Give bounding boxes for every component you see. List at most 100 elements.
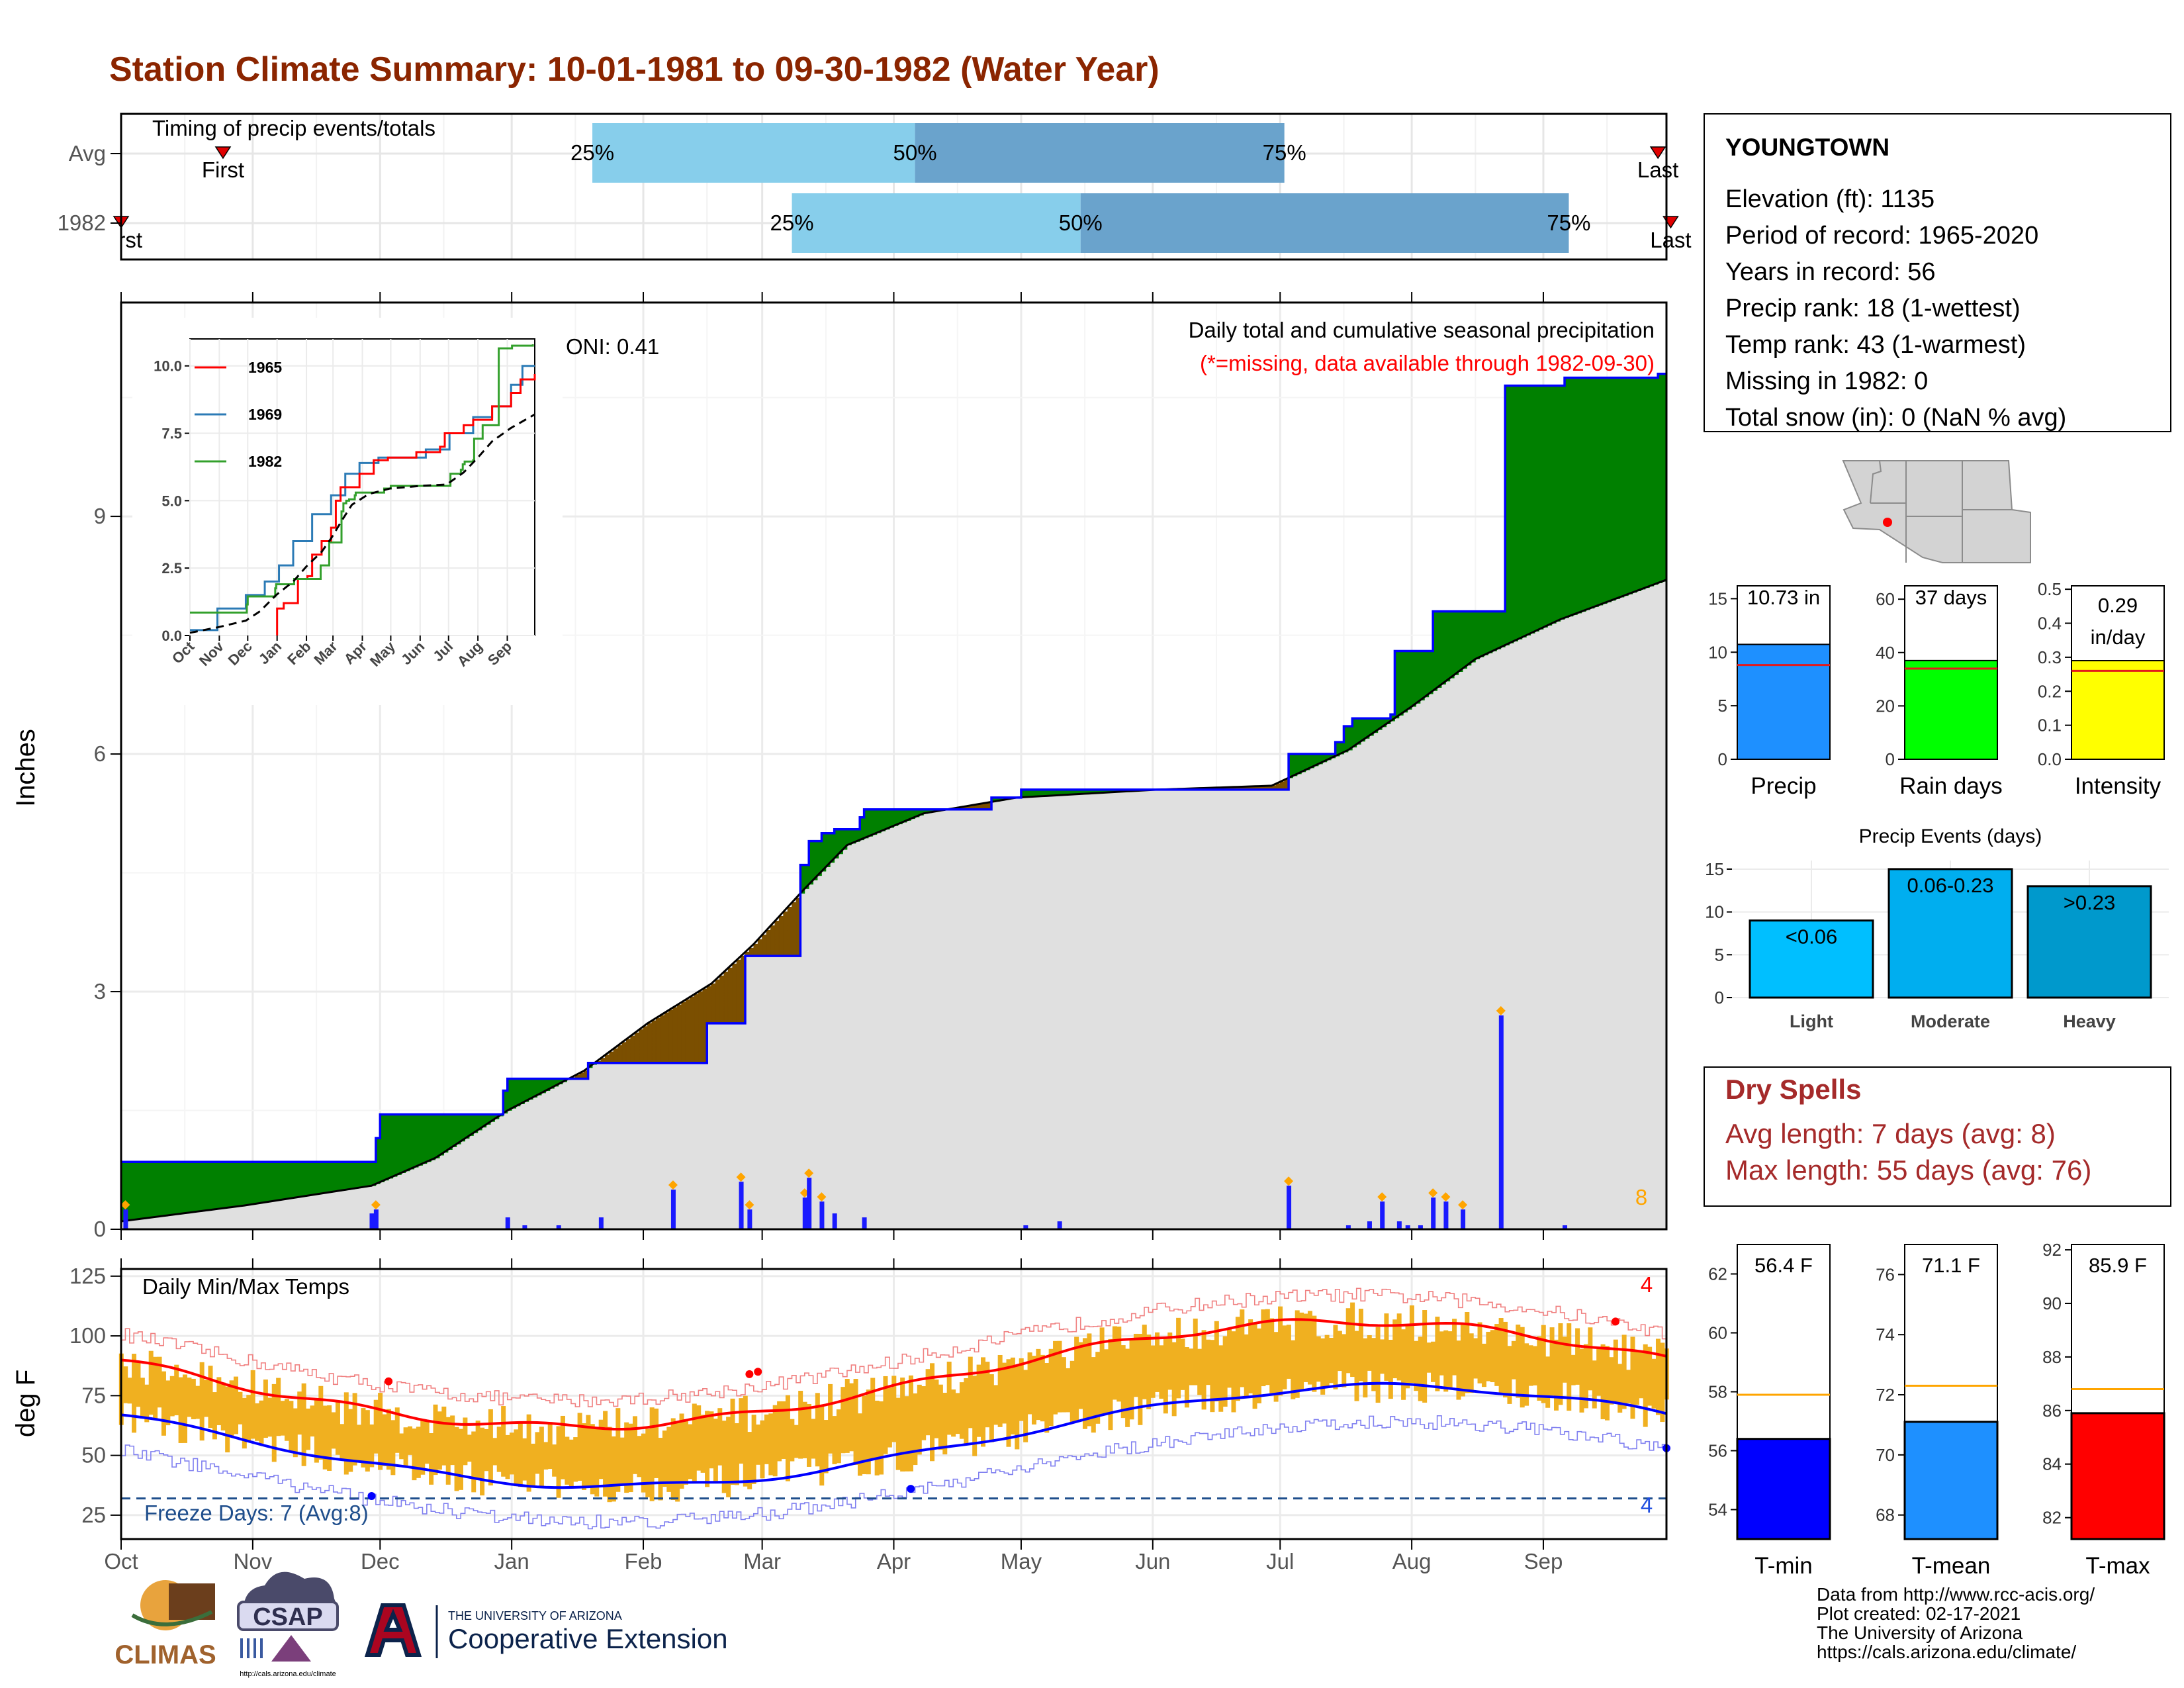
month-tick-label: Jun bbox=[1135, 1549, 1170, 1573]
intensity-summary-ytick-label: 0.4 bbox=[2038, 614, 2062, 633]
inset-line-1965 bbox=[276, 373, 536, 635]
intensity-summary-ytick-label: 0.0 bbox=[2038, 749, 2062, 769]
precip-event-marker bbox=[120, 1200, 130, 1210]
daily-temp-bar bbox=[611, 1436, 616, 1502]
daily-temp-bar bbox=[1443, 1330, 1449, 1392]
daily-temp-bar bbox=[195, 1385, 201, 1419]
precip-event-marker bbox=[1377, 1192, 1387, 1202]
daily-temp-bar bbox=[199, 1362, 205, 1441]
daily-temp-bar bbox=[220, 1382, 226, 1430]
tmax-summary-ytick-label: 92 bbox=[2042, 1240, 2062, 1260]
daily-temp-bar bbox=[1520, 1327, 1525, 1408]
daily-temp-bar bbox=[819, 1405, 825, 1486]
daily-temp-bar bbox=[306, 1408, 311, 1450]
month-tick-label: Apr bbox=[877, 1549, 911, 1573]
daily-temp-bar bbox=[1291, 1340, 1296, 1399]
timing-avg-p25-p50-bar bbox=[592, 123, 915, 183]
record-high-marker bbox=[745, 1370, 754, 1378]
daily-temp-bar bbox=[870, 1378, 876, 1460]
event-category-label: Moderate bbox=[1911, 1011, 1990, 1031]
daily-temp-bar bbox=[895, 1397, 901, 1470]
timing-avg-first-label: First bbox=[202, 158, 244, 182]
cold-days-count: 4 bbox=[1641, 1493, 1653, 1517]
tmean-summary-bar bbox=[1903, 1421, 1999, 1540]
credit-university: The University of Arizona bbox=[1817, 1622, 2023, 1643]
daily-temp-bar bbox=[666, 1427, 672, 1492]
daily-temp-bar bbox=[1473, 1338, 1479, 1379]
precip-event-marker bbox=[745, 1200, 754, 1210]
daily-temp-bar bbox=[1210, 1340, 1215, 1413]
daily-temp-bar bbox=[925, 1369, 931, 1436]
daily-temp-bar bbox=[913, 1393, 918, 1466]
precip-event-marker bbox=[1496, 1006, 1506, 1015]
daily-temp-bar bbox=[811, 1419, 816, 1459]
daily-temp-bar bbox=[255, 1403, 260, 1441]
timing-year-p50-p75-bar bbox=[1080, 193, 1569, 253]
daily-temp-bar bbox=[429, 1433, 434, 1485]
daily-temp-bar bbox=[1193, 1318, 1198, 1385]
credit-url: https://cals.arizona.edu/climate/ bbox=[1817, 1642, 2076, 1662]
climas-logo-text: CLIMAS bbox=[114, 1640, 216, 1669]
daily-temp-bar bbox=[1218, 1345, 1224, 1412]
daily-temp-bar bbox=[760, 1420, 765, 1479]
daily-temp-bar bbox=[683, 1420, 688, 1485]
tmin-summary-ytick-label: 56 bbox=[1708, 1441, 1727, 1461]
daily-temp-bar bbox=[573, 1437, 578, 1482]
daily-temp-bar bbox=[424, 1420, 430, 1464]
daily-temp-bar bbox=[985, 1362, 990, 1428]
daily-temp-bar bbox=[289, 1401, 294, 1452]
daily-temp-bar bbox=[496, 1427, 502, 1472]
daily-temp-bar bbox=[250, 1370, 255, 1439]
daily-temp-bar bbox=[1447, 1331, 1453, 1389]
record-low-marker bbox=[367, 1492, 376, 1501]
daily-precip-bar bbox=[862, 1217, 867, 1229]
temp-ytick-label: 125 bbox=[69, 1264, 106, 1288]
daily-temp-bar bbox=[123, 1366, 128, 1403]
daily-temp-bar bbox=[1524, 1343, 1529, 1406]
daily-temp-bar bbox=[187, 1378, 192, 1417]
daily-temp-bar bbox=[1430, 1341, 1435, 1382]
daily-temp-bar bbox=[700, 1415, 705, 1473]
daily-temp-bar bbox=[857, 1413, 862, 1476]
daily-temp-bar bbox=[1087, 1333, 1092, 1427]
daily-temp-bar bbox=[229, 1380, 234, 1437]
daily-precip-bar bbox=[1287, 1186, 1292, 1229]
daily-temp-bar bbox=[670, 1418, 676, 1501]
daily-temp-bar bbox=[1019, 1358, 1024, 1421]
timing-avg-p50-label: 50% bbox=[893, 140, 937, 165]
daily-temp-bar bbox=[1295, 1310, 1300, 1398]
daily-temp-bar bbox=[726, 1417, 731, 1497]
daily-temp-bar bbox=[408, 1426, 413, 1455]
daily-temp-bar bbox=[594, 1429, 600, 1497]
daily-temp-bar bbox=[951, 1389, 956, 1437]
daily-temp-bar bbox=[1342, 1334, 1347, 1387]
timing-avg-p50-p75-bar bbox=[915, 123, 1285, 183]
credits: Data from http://www.rcc-acis.org/ Plot … bbox=[1817, 1584, 2095, 1662]
daily-temp-bar bbox=[539, 1427, 544, 1487]
daily-temp-bar bbox=[1345, 1308, 1351, 1374]
daily-temp-bar bbox=[879, 1401, 884, 1475]
tmean-summary-ytick-label: 74 bbox=[1876, 1325, 1895, 1344]
daily-temp-bar bbox=[1528, 1345, 1533, 1386]
daily-precip-bar bbox=[505, 1217, 510, 1229]
daily-temp-bar bbox=[1363, 1338, 1368, 1398]
tmin-summary-label: T-min bbox=[1754, 1553, 1813, 1579]
daily-temp-bar bbox=[654, 1408, 659, 1478]
credit-data-source: Data from http://www.rcc-acis.org/ bbox=[1817, 1584, 2095, 1605]
daily-temp-bar bbox=[590, 1424, 595, 1495]
daily-temp-bar bbox=[560, 1415, 565, 1479]
daily-temp-bar bbox=[1235, 1317, 1240, 1401]
daily-precip-bar bbox=[522, 1225, 527, 1229]
daily-temp-bar bbox=[1031, 1356, 1036, 1425]
daily-temp-bar bbox=[972, 1376, 978, 1456]
daily-temp-bar bbox=[284, 1399, 289, 1441]
month-tick-label: Dec bbox=[361, 1549, 400, 1573]
daily-temp-bar bbox=[662, 1430, 667, 1487]
intensity-summary-bar bbox=[2071, 660, 2165, 760]
precip-event-marker bbox=[668, 1180, 678, 1190]
tmax-summary-ytick-label: 90 bbox=[2042, 1293, 2062, 1313]
daily-temp-bar bbox=[577, 1413, 582, 1481]
daily-temp-bar bbox=[1312, 1315, 1317, 1392]
daily-temp-bar bbox=[1240, 1309, 1245, 1387]
